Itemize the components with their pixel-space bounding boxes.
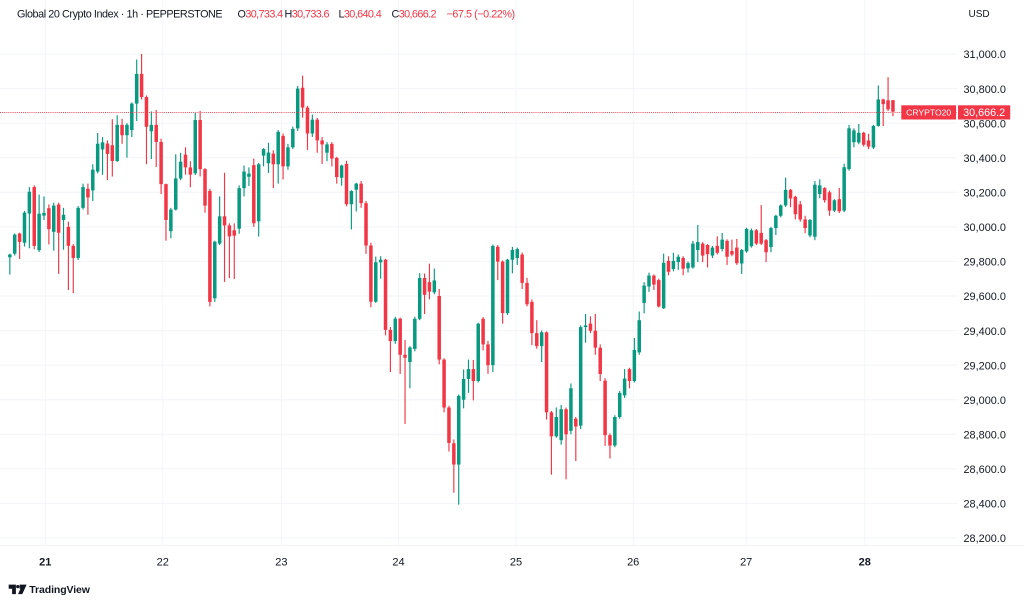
svg-text:Global 20 Crypto Index · 1h ·: Global 20 Crypto Index · 1h · PEPPERSTON…: [17, 8, 222, 20]
svg-text:30,800.0: 30,800.0: [964, 84, 1006, 96]
svg-text:O30,733.4: O30,733.4: [238, 8, 284, 20]
svg-text:L30,640.4: L30,640.4: [339, 8, 382, 20]
svg-text:27: 27: [740, 557, 752, 569]
svg-text:H30,733.6: H30,733.6: [285, 8, 330, 20]
svg-text:30,000.0: 30,000.0: [964, 222, 1006, 234]
svg-text:30,600.0: 30,600.0: [964, 118, 1006, 130]
svg-text:28,600.0: 28,600.0: [964, 464, 1006, 476]
svg-text:29,800.0: 29,800.0: [964, 257, 1006, 269]
svg-text:29,600.0: 29,600.0: [964, 291, 1006, 303]
svg-text:25: 25: [510, 557, 522, 569]
svg-text:31,000.0: 31,000.0: [964, 49, 1006, 61]
svg-text:28: 28: [859, 557, 871, 569]
svg-text:−67.5 (−0.22%): −67.5 (−0.22%): [447, 8, 515, 20]
svg-text:28,400.0: 28,400.0: [964, 499, 1006, 511]
svg-text:CRYPTO20: CRYPTO20: [906, 108, 951, 118]
svg-text:29,000.0: 29,000.0: [964, 395, 1006, 407]
svg-text:30,400.0: 30,400.0: [964, 153, 1006, 165]
svg-text:23: 23: [275, 557, 287, 569]
svg-text:28,800.0: 28,800.0: [964, 430, 1006, 442]
svg-text:28,200.0: 28,200.0: [964, 533, 1006, 545]
svg-text:24: 24: [392, 557, 404, 569]
svg-text:22: 22: [157, 557, 169, 569]
svg-text:USD: USD: [969, 9, 990, 20]
svg-text:30,666.2: 30,666.2: [963, 107, 1005, 119]
svg-text:TradingView: TradingView: [29, 584, 90, 596]
svg-text:C30,666.2: C30,666.2: [392, 8, 437, 20]
svg-text:29,400.0: 29,400.0: [964, 326, 1006, 338]
svg-text:29,200.0: 29,200.0: [964, 360, 1006, 372]
svg-text:21: 21: [39, 557, 51, 569]
svg-text:30,200.0: 30,200.0: [964, 188, 1006, 200]
svg-text:26: 26: [627, 557, 639, 569]
